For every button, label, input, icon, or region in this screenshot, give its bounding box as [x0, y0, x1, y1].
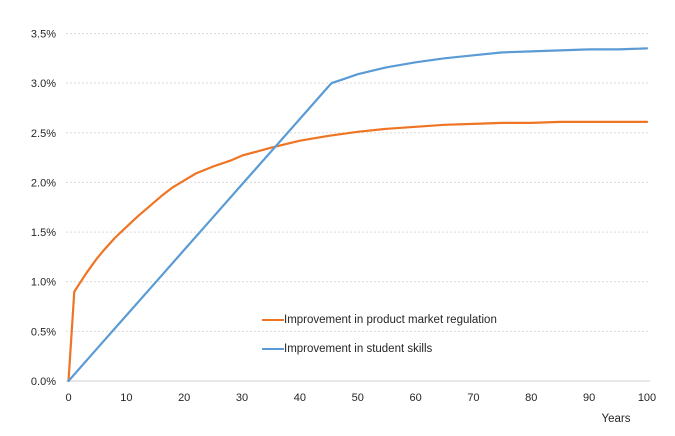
- x-tick-label: 90: [583, 392, 595, 404]
- x-tick-label: 40: [294, 392, 306, 404]
- y-tick-label: 2.5%: [31, 128, 56, 140]
- y-tick-label: 0.5%: [31, 326, 56, 338]
- x-tick-label: 10: [120, 392, 132, 404]
- x-axis-title: Years: [602, 413, 631, 425]
- legend-item-student-skills: Improvement in student skills: [262, 343, 497, 355]
- y-tick-label: 0.0%: [31, 376, 56, 388]
- legend-label-product-market-regulation: Improvement in product market regulation: [284, 314, 497, 326]
- x-tick-label: 30: [236, 392, 248, 404]
- y-tick-label: 3.5%: [31, 29, 56, 41]
- y-tick-label: 3.0%: [31, 78, 56, 90]
- y-tick-label: 1.0%: [31, 277, 56, 289]
- legend-swatch-orange-line: [262, 318, 284, 322]
- x-tick-label: 70: [467, 392, 479, 404]
- legend: Improvement in product market regulation…: [262, 314, 497, 355]
- x-tick-label: 20: [178, 392, 190, 404]
- y-tick-label: 2.0%: [31, 177, 56, 189]
- x-tick-label: 60: [409, 392, 421, 404]
- legend-label-student-skills: Improvement in student skills: [284, 343, 433, 355]
- x-tick-label: 80: [525, 392, 537, 404]
- series-line-1: [67, 47, 649, 383]
- y-tick-label: 1.5%: [31, 227, 56, 239]
- legend-item-product-market-regulation: Improvement in product market regulation: [262, 314, 497, 326]
- x-tick-label: 0: [65, 392, 71, 404]
- x-tick-label: 50: [352, 392, 364, 404]
- x-tick-label: 100: [638, 392, 656, 404]
- legend-swatch-blue-line: [262, 347, 284, 351]
- series-line-0: [67, 120, 649, 383]
